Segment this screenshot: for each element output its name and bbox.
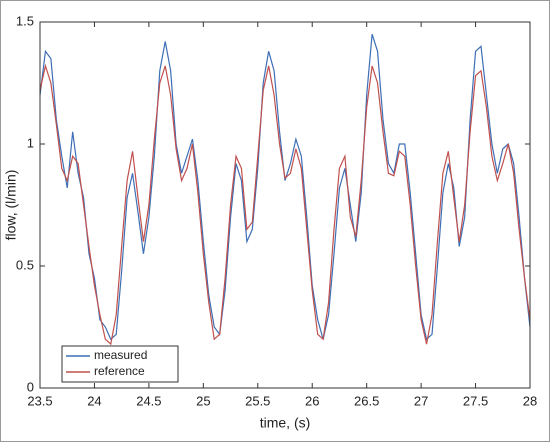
- x-tick-label: 26: [305, 393, 319, 408]
- x-tick-label: 27: [414, 393, 428, 408]
- x-tick-label: 24: [87, 393, 101, 408]
- plot-area: [40, 22, 530, 388]
- y-tick-label: 0.5: [16, 257, 34, 272]
- legend-label: measured: [94, 348, 147, 362]
- y-axis-label: flow, (l/min): [3, 170, 19, 241]
- y-tick-label: 1.5: [16, 13, 34, 28]
- series-line: [39, 63, 531, 346]
- y-tick-label: 1: [27, 135, 34, 150]
- x-tick-label: 25: [196, 393, 210, 408]
- legend-box: [61, 345, 179, 383]
- x-axis-label: time, (s): [260, 415, 311, 431]
- x-tick-label: 26.5: [354, 393, 379, 408]
- x-tick-label: 25.5: [245, 393, 270, 408]
- x-tick-label: 28: [523, 393, 537, 408]
- x-tick-label: 23.5: [27, 393, 52, 408]
- x-tick-label: 24.5: [136, 393, 161, 408]
- x-tick-label: 27.5: [463, 393, 488, 408]
- series-line: [39, 34, 531, 341]
- legend-label: reference: [94, 364, 145, 378]
- plot-border: [39, 21, 531, 389]
- y-tick-label: 0: [27, 379, 34, 394]
